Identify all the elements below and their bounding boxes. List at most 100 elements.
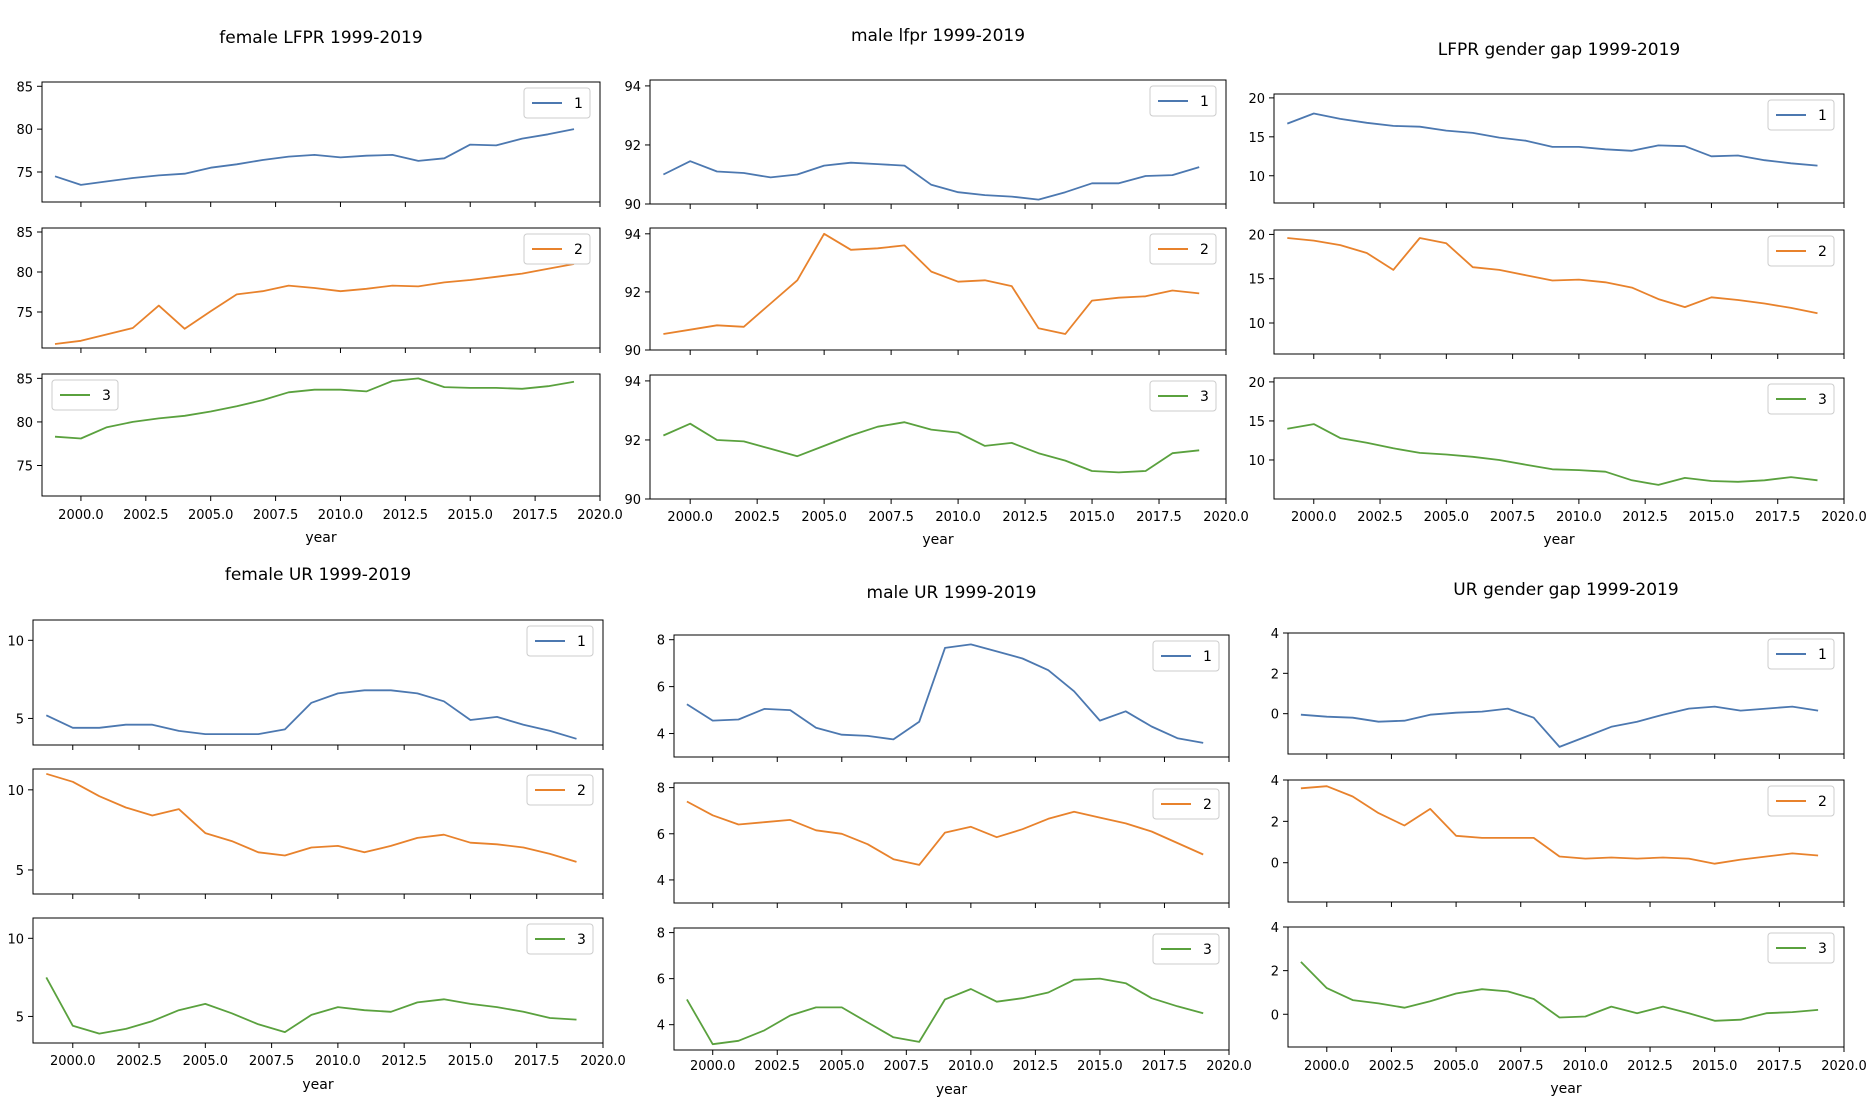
panel-1: 4 6 8 1 [657,634,1230,762]
y-tick-label: 92 [624,434,641,449]
panel-2: 10 15 20 2 [1248,228,1845,359]
y-tick-label: 85 [16,226,33,241]
x-tick-label: 2015.0 [1689,510,1735,525]
panel-2: 5 10 2 [7,768,604,899]
y-tick-label: 6 [657,828,665,843]
series-line-1 [54,128,575,186]
legend-label: 2 [574,242,583,258]
x-axis-label: year [922,532,953,548]
x-tick-label: 2000.0 [58,508,104,523]
x-tick-label: 2017.5 [1755,510,1801,525]
x-tick-label: 2000.0 [690,1059,736,1074]
legend-label: 1 [1203,649,1212,665]
panel-3: 5 10 2000.0 2002.5 2005.0 2007.5 2010.0 2012.5 2… [7,917,626,1069]
x-axis-label: year [302,1077,333,1093]
legend: 1 [1149,85,1217,117]
x-tick-label: 2002.5 [1369,1059,1415,1074]
y-tick-label: 0 [1271,1008,1279,1023]
legend-label: 2 [1818,794,1827,810]
legend: 2 [523,233,591,265]
axes-frame [41,373,601,497]
axes-frame [32,768,604,895]
panel-2: 75 80 85 2 [16,226,601,353]
x-tick-label: 2020.0 [1821,510,1867,525]
series-line-3 [54,377,575,440]
panel-1: 5 10 1 [7,619,604,750]
x-tick-label: 2002.5 [734,510,780,525]
x-tick-label: 2005.0 [1424,510,1470,525]
legend: 1 [1767,99,1835,131]
axes-frame [1287,779,1845,903]
y-tick-label: 75 [16,460,33,475]
chart-3: LFPR gender gap 1999-2019101520110152021… [1248,40,1866,548]
x-tick-label: 2017.5 [514,1054,560,1069]
y-tick-label: 75 [16,166,33,181]
x-tick-label: 2010.0 [1556,510,1602,525]
panel-1: 10 15 20 1 [1248,92,1845,208]
series-line-2 [1287,237,1818,315]
panel-3: 90 92 94 2000.0 2002.5 2005.0 2007.5 2010.0 2012… [624,374,1249,525]
x-tick-label: 2005.0 [819,1059,865,1074]
y-tick-label: 10 [1248,170,1265,185]
y-tick-label: 6 [657,681,665,696]
x-axis-label: year [1543,532,1574,548]
chart-title: male lfpr 1999-2019 [851,26,1025,46]
axes-frame [649,374,1227,500]
legend-label: 2 [577,783,586,799]
y-tick-label: 5 [16,712,24,727]
x-tick-label: 2007.5 [884,1059,930,1074]
axes-frame [41,81,601,203]
y-tick-label: 4 [1271,921,1279,936]
series-line-1 [1286,112,1818,167]
x-tick-label: 2012.5 [1622,510,1668,525]
legend: 3 [1152,933,1220,965]
x-tick-label: 2010.0 [948,1059,994,1074]
legend-label: 3 [1200,389,1209,405]
x-tick-label: 2007.5 [249,1054,295,1069]
panel-2: 0 2 4 2 [1271,774,1845,907]
chart-title: female UR 1999-2019 [225,565,411,585]
x-tick-label: 2007.5 [1490,510,1536,525]
y-tick-label: 85 [16,372,33,387]
axes-frame [1273,377,1845,500]
legend: 1 [523,87,591,119]
x-tick-label: 2007.5 [253,508,299,523]
x-tick-label: 2012.5 [1013,1059,1059,1074]
legend: 2 [526,774,594,806]
y-tick-label: 20 [1248,92,1265,107]
legend-label: 1 [1200,94,1209,110]
x-tick-label: 2000.0 [667,510,713,525]
panel-3: 0 2 4 2000.0 2002.5 2005.0 2007.5 2010.0 2012.5 2… [1271,921,1867,1074]
y-tick-label: 90 [624,198,641,213]
y-tick-label: 4 [1271,627,1279,642]
axes-frame [32,619,604,746]
y-tick-label: 4 [657,728,665,743]
panel-3: 10 15 20 2000.0 2002.5 2005.0 2007.5 2010.0 2012… [1248,376,1866,525]
series-line-1 [662,160,1200,201]
panel-1: 0 2 4 1 [1271,627,1845,759]
axes-frame [32,917,604,1044]
y-tick-label: 94 [624,80,641,95]
chart-5: male UR 1999-2019 4 6 8 1 4 6 8 2 4 6 8 2000.0 2002.5… [657,583,1252,1098]
panel-3: 4 6 8 2000.0 2002.5 2005.0 2007.5 2010.0 2012.5 2… [657,927,1252,1074]
legend-label: 1 [1818,108,1827,124]
x-tick-label: 2010.0 [935,510,981,525]
y-tick-label: 2 [1271,667,1279,682]
y-tick-label: 10 [7,932,24,947]
axes-frame [673,634,1230,758]
legend-label: 3 [1818,941,1827,957]
legend: 1 [1767,638,1835,670]
x-tick-label: 2010.0 [318,508,364,523]
y-tick-label: 90 [624,493,641,508]
x-tick-label: 2017.5 [1136,510,1182,525]
x-tick-label: 2000.0 [1291,510,1337,525]
y-tick-label: 15 [1248,131,1265,146]
legend-label: 3 [102,388,111,404]
y-tick-label: 92 [624,139,641,154]
legend: 2 [1152,788,1220,820]
legend-label: 1 [1818,647,1827,663]
series-line-3 [686,977,1204,1046]
series-line-3 [663,421,1200,474]
axes-frame [1287,632,1845,755]
